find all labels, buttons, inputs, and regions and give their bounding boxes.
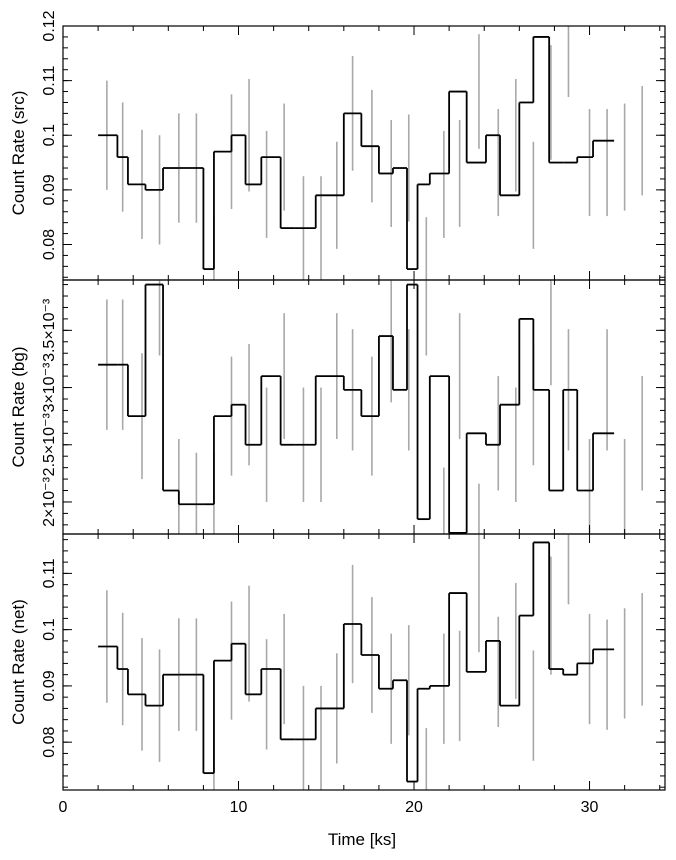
y-tick-label: 2.5×10⁻³ — [41, 413, 58, 477]
bg-count-rate-panel: 2×10⁻³2.5×10⁻³3×10⁻³3.5×10⁻³ Count Rate (… — [9, 279, 666, 535]
x-tick-label: 10 — [230, 799, 248, 816]
x-tick-label: 0 — [59, 799, 68, 816]
plot-data-group — [98, 26, 643, 280]
y-tick-label: 2×10⁻³ — [41, 476, 58, 526]
y-tick-label: 3×10⁻³ — [41, 362, 58, 412]
plot-data-group — [98, 534, 643, 790]
y-tick-label: 0.1 — [41, 618, 58, 640]
y-tick-label: 0.12 — [41, 10, 58, 41]
src-count-rate-panel: 0.08 0.09 0.1 0.11 0.12 Count Rate (src) — [9, 10, 666, 281]
plot-data-group — [98, 280, 643, 534]
y-axis-title: Count Rate (bg) — [9, 347, 28, 468]
x-axis-title: Time [ks] — [328, 830, 396, 849]
y-tick-label: 0.08 — [41, 229, 58, 260]
y-tick-label: 0.11 — [41, 66, 58, 96]
panel-frame — [62, 279, 666, 535]
y-tick-label: 3.5×10⁻³ — [41, 298, 58, 362]
y-tick-label: 0.1 — [41, 124, 58, 146]
net-count-rate-panel: 0.08 0.09 0.1 0.11 Count Rate (net) 0 10 20 30 — [9, 533, 666, 816]
y-tick-label: 0.08 — [41, 727, 58, 758]
panel-frame — [62, 25, 666, 281]
y-tick-label: 0.09 — [41, 670, 58, 701]
y-tick-label: 0.09 — [41, 174, 58, 205]
x-tick-label: 20 — [405, 799, 423, 816]
y-axis-title: Count Rate (net) — [9, 599, 28, 725]
y-axis-title: Count Rate (src) — [9, 91, 28, 216]
panel-frame — [62, 533, 666, 791]
y-tick-label: 0.11 — [41, 558, 58, 588]
x-tick-label: 30 — [581, 799, 599, 816]
